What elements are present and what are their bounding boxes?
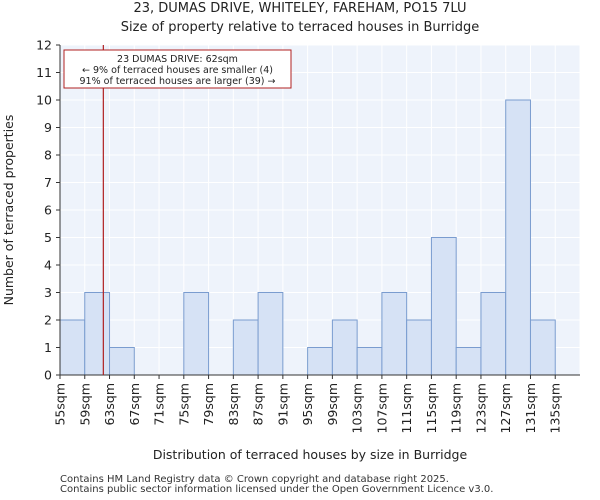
bar-131sqm (529, 319, 556, 376)
x-tick-label-99sqm: 99sqm (325, 383, 340, 426)
bar-55sqm (59, 319, 86, 376)
x-tick-label-115sqm: 115sqm (424, 383, 439, 433)
y-tick-label: 7 (44, 175, 52, 190)
bar-123sqm (480, 292, 507, 376)
bar-layer (59, 99, 556, 376)
x-tick-label-63sqm: 63sqm (102, 383, 117, 426)
y-tick-label: 11 (36, 65, 52, 80)
x-tick-label-123sqm: 123sqm (473, 383, 488, 433)
y-tick-label: 12 (36, 38, 52, 53)
y-tick-label: 1 (44, 340, 52, 355)
y-tick-label: 5 (44, 230, 52, 245)
x-tick-label-119sqm: 119sqm (449, 383, 464, 433)
bar-99sqm (331, 319, 358, 376)
bar-115sqm (430, 237, 457, 376)
x-tick-label-67sqm: 67sqm (127, 383, 142, 426)
bar-83sqm (232, 319, 259, 376)
bar-107sqm (381, 292, 408, 376)
footer-licence: Contains public sector information licen… (60, 484, 494, 495)
x-tick-label-135sqm: 135sqm (548, 383, 563, 433)
x-tick-label-55sqm: 55sqm (53, 383, 68, 426)
annotation-box (63, 49, 292, 89)
bar-111sqm (406, 319, 432, 376)
annotation-layer: 23 DUMAS DRIVE: 62sqm ← 9% of terraced h… (63, 49, 292, 89)
bar-59sqm (84, 292, 111, 376)
chart-title-subtitle: Size of property relative to terraced ho… (120, 20, 480, 35)
bar-127sqm (505, 99, 531, 376)
y-tick-label: 10 (36, 93, 52, 108)
x-tick-label-75sqm: 75sqm (176, 383, 191, 426)
x-tick-label-87sqm: 87sqm (251, 383, 266, 426)
annotation-line-3: 91% of terraced houses are larger (39) → (80, 76, 276, 87)
x-axis-label: Distribution of terraced houses by size … (153, 447, 468, 462)
bar-95sqm (307, 347, 333, 376)
x-tick-label-95sqm: 95sqm (300, 383, 315, 426)
y-tick-label: 2 (44, 313, 52, 328)
bar-103sqm (356, 347, 383, 376)
x-tick-label-71sqm: 71sqm (152, 383, 167, 426)
x-tick-label-91sqm: 91sqm (275, 383, 290, 426)
y-tick-label: 9 (44, 120, 52, 135)
x-tick-label-103sqm: 103sqm (350, 383, 365, 433)
x-tick-label-107sqm: 107sqm (374, 383, 389, 433)
x-tick-label-131sqm: 131sqm (523, 383, 538, 433)
bar-87sqm (257, 292, 284, 376)
bar-75sqm (183, 292, 210, 376)
x-tick-label-83sqm: 83sqm (226, 383, 241, 426)
annotation-line-1: 23 DUMAS DRIVE: 62sqm (117, 54, 238, 65)
y-tick-label: 4 (44, 258, 52, 273)
y-tick-label: 3 (44, 285, 52, 300)
x-tick-label-59sqm: 59sqm (77, 383, 92, 426)
chart-title-address: 23, DUMAS DRIVE, WHITELEY, FAREHAM, PO15… (133, 1, 467, 16)
annotation-line-2: ← 9% of terraced houses are smaller (4) (82, 65, 273, 76)
y-tick-label: 8 (44, 148, 52, 163)
bar-63sqm (109, 347, 135, 376)
x-tick-label-127sqm: 127sqm (498, 383, 513, 433)
y-tick-label: 6 (44, 203, 52, 218)
x-tick-label-111sqm: 111sqm (399, 383, 414, 433)
y-axis-label: Number of terraced properties (1, 115, 16, 306)
y-tick-label: 0 (44, 368, 52, 383)
bar-119sqm (455, 347, 482, 376)
x-tick-label-79sqm: 79sqm (201, 383, 216, 426)
footer-copyright: Contains HM Land Registry data © Crown c… (60, 474, 449, 485)
